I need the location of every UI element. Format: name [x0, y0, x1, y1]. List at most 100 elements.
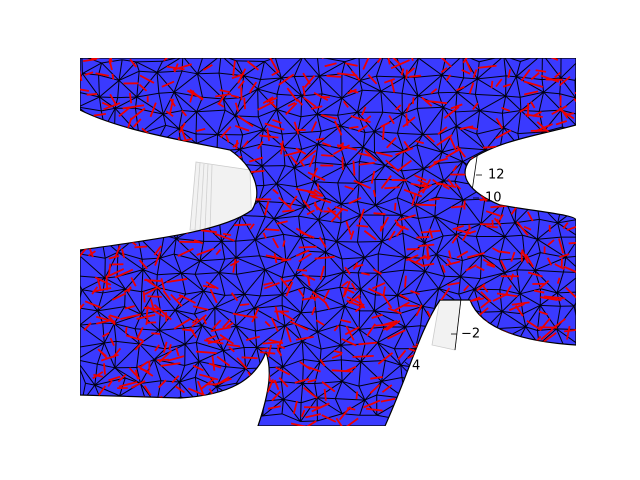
vector [265, 254, 286, 261]
mesh-edge [81, 58, 83, 74]
vector [222, 232, 232, 237]
mesh-edge [294, 275, 315, 293]
mesh-edge [441, 74, 464, 79]
vector [349, 89, 359, 94]
vector [191, 417, 206, 426]
vector [153, 303, 168, 317]
mesh-edge [499, 398, 523, 419]
mesh-edge [424, 271, 440, 289]
vector [305, 413, 321, 419]
mesh-edge [519, 97, 522, 111]
mesh-edge [460, 260, 463, 277]
vector [105, 275, 109, 291]
mesh-edge [357, 201, 361, 216]
mesh-edge [158, 309, 176, 331]
mesh-edge [315, 162, 346, 166]
mesh-edge [374, 131, 404, 152]
mesh-edge [317, 305, 346, 333]
vector [472, 69, 478, 79]
vector [84, 138, 88, 151]
mesh-edge [536, 183, 561, 202]
vector [450, 103, 463, 110]
vector [191, 314, 207, 328]
mesh-edge [556, 328, 576, 348]
mesh-edge [403, 134, 424, 152]
mesh-edge [134, 314, 142, 329]
vector [263, 281, 274, 286]
mesh-edge [518, 360, 539, 386]
vector [108, 263, 112, 276]
vector [209, 288, 218, 304]
mesh-edge [438, 161, 463, 164]
mesh-edge [555, 401, 560, 415]
mesh-edge [282, 286, 305, 296]
vector [197, 380, 205, 395]
vector [465, 60, 473, 73]
vector [130, 380, 146, 389]
mesh-edge [98, 74, 100, 98]
mesh-edge [80, 289, 83, 308]
vector [469, 126, 478, 131]
vector [333, 120, 343, 136]
mesh-edge [162, 113, 167, 126]
mesh-edge [173, 402, 199, 419]
vector [132, 118, 142, 128]
vector [124, 305, 136, 310]
mesh-edge [300, 312, 318, 333]
vector [422, 376, 438, 380]
vector [205, 335, 217, 341]
vector [551, 105, 568, 116]
mesh-edge [158, 93, 164, 115]
mesh-edge [537, 238, 567, 258]
mesh-edge [459, 306, 465, 324]
vector [87, 215, 92, 226]
mesh-edge [517, 131, 544, 135]
vector [387, 307, 402, 315]
vector [174, 161, 185, 171]
vector [297, 288, 305, 298]
mesh-edge [359, 399, 366, 416]
mesh-edge [359, 80, 363, 91]
mesh-edge [80, 160, 99, 182]
mesh-edge [538, 92, 545, 112]
mesh-edge [473, 278, 481, 290]
mesh-edge [141, 310, 161, 315]
mesh-edge [82, 205, 102, 225]
mesh-edge [580, 381, 582, 397]
vector [324, 301, 331, 310]
vector [93, 112, 106, 117]
vector [379, 225, 383, 232]
mesh-edge [358, 361, 362, 387]
vector [467, 252, 485, 259]
vector [156, 397, 167, 402]
vector [358, 341, 377, 346]
mesh-edge [261, 165, 277, 185]
vector [524, 253, 534, 268]
mesh-edge [102, 278, 106, 294]
vector [440, 67, 448, 73]
vector [500, 331, 509, 338]
mesh-edge [464, 398, 476, 401]
mesh-edge [118, 59, 123, 81]
vector [264, 282, 280, 290]
mesh-edge [201, 307, 216, 326]
mesh-edge [441, 125, 457, 153]
mesh-edge [356, 112, 366, 133]
mesh-edge [373, 294, 376, 311]
mesh-edge [384, 164, 406, 181]
mesh-edge [294, 143, 319, 169]
vector [331, 369, 353, 373]
vector [225, 155, 231, 166]
mesh-edge [194, 361, 200, 378]
vector [449, 136, 458, 152]
mesh-edge [559, 380, 576, 402]
mesh-edge [424, 235, 444, 244]
mesh-edge [501, 95, 507, 114]
mesh-edge [118, 395, 121, 422]
vector [117, 240, 135, 243]
vector [487, 358, 498, 370]
vector [175, 347, 180, 357]
mesh-edge [240, 215, 256, 240]
vector [234, 102, 240, 112]
mesh-edge [374, 310, 406, 328]
